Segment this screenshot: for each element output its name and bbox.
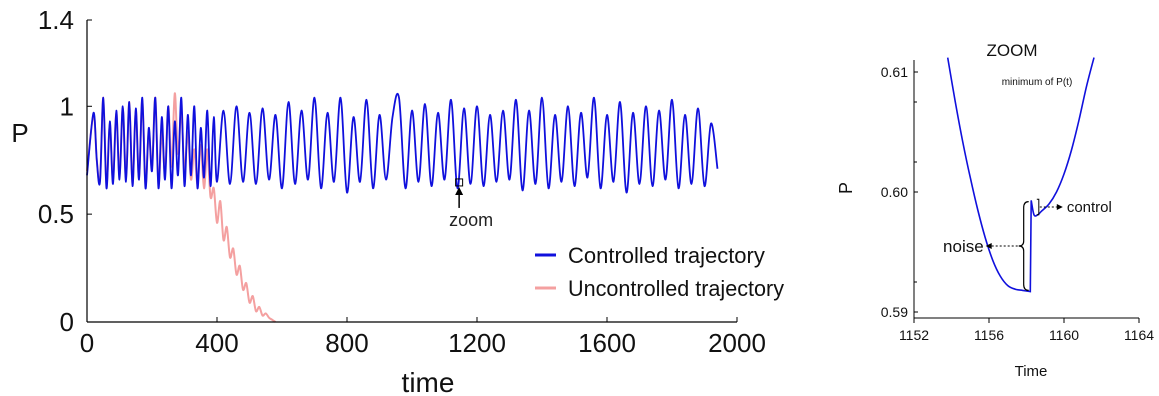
noise-annotation: noise <box>943 201 1029 291</box>
controlled-trajectory-line <box>86 92 719 194</box>
zoom-series-layer <box>946 57 1095 293</box>
main-x-tick-label: 1200 <box>448 328 506 358</box>
zoom-x-tick-label: 1152 <box>899 327 929 343</box>
main-y-tick-label: 0 <box>60 307 74 337</box>
main-y-tick-label: 0.5 <box>38 199 74 229</box>
zoom-x-tick-label: 1160 <box>1049 327 1079 343</box>
noise-arrowhead <box>985 243 992 249</box>
main-x-axis-label: time <box>402 367 455 396</box>
zoom-trajectory-line <box>946 57 1095 293</box>
zoom-x-axis-label: Time <box>1015 363 1048 380</box>
main-x-tick-label: 2000 <box>708 328 766 358</box>
main-x-tick-label: 800 <box>325 328 368 358</box>
control-label: control <box>1067 199 1112 216</box>
main-legend: Controlled trajectory Uncontrolled traje… <box>535 243 784 301</box>
main-ticks: 0 400 800 1200 1600 2000 0 0.5 1 1.4 <box>38 5 766 358</box>
legend-label-uncontrolled: Uncontrolled trajectory <box>568 276 784 301</box>
zoom-x-tick-label: 1156 <box>974 327 1004 343</box>
zoom-marker-box <box>455 178 464 187</box>
zoom-y-tick-label: 0.59 <box>881 304 908 320</box>
legend-label-controlled: Controlled trajectory <box>568 243 765 268</box>
control-annotation: control <box>1036 198 1112 216</box>
zoom-chart: ZOOM minimum of P(t) 1152 1156 1160 1164 0.5… <box>836 41 1154 380</box>
zoom-y-tick-label: 0.61 <box>881 64 908 80</box>
main-y-tick-label: 1 <box>60 91 74 121</box>
main-x-tick-label: 1600 <box>578 328 636 358</box>
noise-label: noise <box>943 237 984 256</box>
main-x-tick-label: 400 <box>195 328 238 358</box>
zoom-annotation-label: zoom <box>449 210 493 230</box>
zoom-y-tick-label: 0.60 <box>881 184 908 200</box>
zoom-subtitle: minimum of P(t) <box>1002 77 1073 88</box>
noise-brace <box>1018 201 1029 291</box>
main-series-layer <box>86 92 719 323</box>
main-x-tick-label: 0 <box>80 328 94 358</box>
control-brace <box>1036 198 1040 216</box>
zoom-y-axis-label: P <box>836 182 856 194</box>
main-y-axis-label: P <box>11 118 28 148</box>
zoom-ticks: 1152 1156 1160 1164 0.59 0.60 0.61 <box>881 64 1155 343</box>
main-y-tick-label: 1.4 <box>38 5 74 35</box>
zoom-x-tick-label: 1164 <box>1124 327 1154 343</box>
control-arrowhead <box>1056 204 1063 210</box>
zoom-arrowhead <box>455 186 464 195</box>
zoom-annotation: zoom <box>449 178 493 230</box>
zoom-title: ZOOM <box>987 41 1038 60</box>
